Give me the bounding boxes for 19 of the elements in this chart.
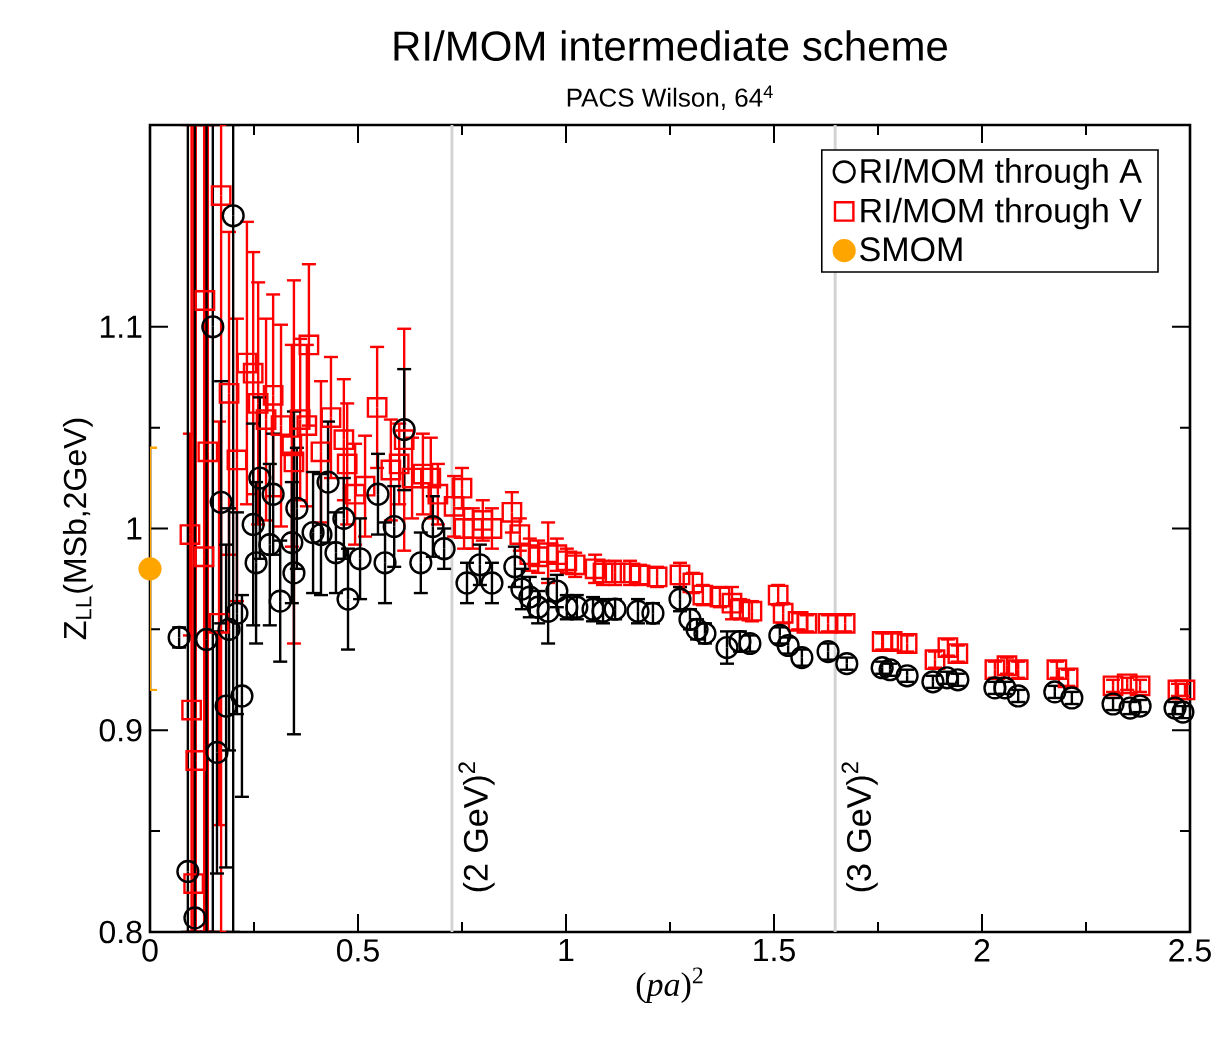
chart-title: RI/MOM intermediate scheme bbox=[394, 30, 947, 62]
ref-line-label: (3 GeV)$^{2}$ bbox=[841, 762, 878, 892]
x-tick-label: 1.5 bbox=[754, 939, 795, 962]
x-tick-label: 0.5 bbox=[337, 939, 379, 962]
x-tick-label: 2.5 bbox=[1169, 939, 1211, 962]
ref-line-label: (2 GeV)$^{2}$ bbox=[458, 762, 495, 892]
x-tick-label: 2 bbox=[974, 939, 990, 962]
y-tick-label: 0.8 bbox=[99, 920, 142, 944]
legend-label: RI/MOM through V bbox=[861, 197, 1142, 230]
x-axis-title: (pa)$^{2}$ bbox=[636, 967, 703, 1003]
y-tick-label: 0.9 bbox=[99, 718, 142, 742]
legend-label: SMOM bbox=[860, 237, 962, 262]
legend-label: RI/MOM through A bbox=[861, 158, 1142, 190]
y-tick-label: 1 bbox=[127, 517, 142, 540]
chart-subtitle: PACS Wilson, 64$^{4}$ bbox=[567, 85, 773, 110]
y-axis-title: Z$_{LL}$(MSb,2GeV) bbox=[62, 418, 93, 640]
x-tick-label: 1 bbox=[559, 939, 574, 962]
x-tick-label: 0 bbox=[142, 939, 158, 962]
y-tick-label: 1.1 bbox=[100, 315, 142, 338]
